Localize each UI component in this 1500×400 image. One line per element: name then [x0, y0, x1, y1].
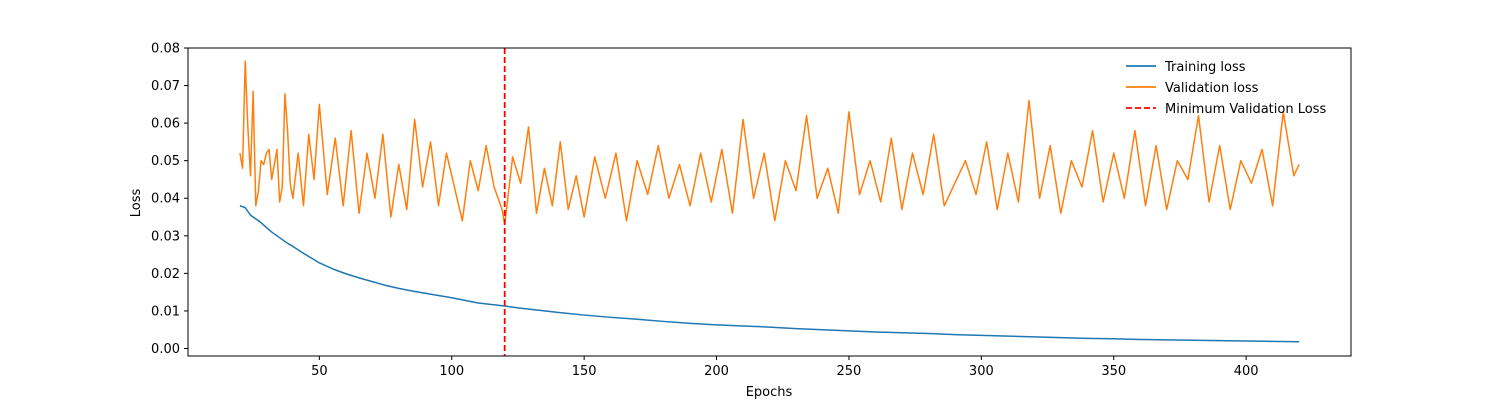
series-line-1	[239, 60, 1300, 226]
y-tick-label: 0.02	[151, 267, 180, 282]
y-axis-ticks: 0.00 0.01 0.02 0.03 0.04 0.05 0.06 0.07 0.08	[151, 42, 188, 357]
plot-frame	[187, 47, 1352, 357]
legend: Training loss Validation loss Minimum Vali…	[1126, 60, 1326, 117]
x-tick-label: 250	[837, 364, 862, 379]
x-axis-ticks: 50 100 150 200 250 300 350 400	[311, 356, 1259, 379]
series-layer	[239, 60, 1300, 343]
x-axis-label: Epochs	[746, 385, 793, 400]
y-tick-label: 0.01	[151, 304, 180, 319]
x-tick-label: 200	[704, 364, 729, 379]
plot-area	[188, 48, 1351, 356]
y-tick-label: 0.00	[151, 342, 180, 357]
x-tick-label: 400	[1234, 364, 1259, 379]
series-line-0	[239, 205, 1300, 343]
x-tick-label: 100	[439, 364, 464, 379]
y-tick-label: 0.06	[151, 117, 180, 132]
x-tick-label: 50	[311, 364, 328, 379]
y-tick-label: 0.07	[151, 79, 180, 94]
legend-label: Training loss	[1164, 60, 1246, 75]
legend-label: Validation loss	[1165, 81, 1259, 96]
y-tick-label: 0.04	[151, 192, 180, 207]
y-tick-label: 0.05	[151, 154, 180, 169]
x-tick-label: 350	[1101, 364, 1126, 379]
y-tick-label: 0.08	[151, 42, 180, 57]
legend-label: Minimum Validation Loss	[1165, 102, 1326, 117]
x-tick-label: 300	[969, 364, 994, 379]
x-tick-label: 150	[572, 364, 597, 379]
y-tick-label: 0.03	[151, 229, 180, 244]
y-axis-label: Loss	[129, 189, 144, 218]
